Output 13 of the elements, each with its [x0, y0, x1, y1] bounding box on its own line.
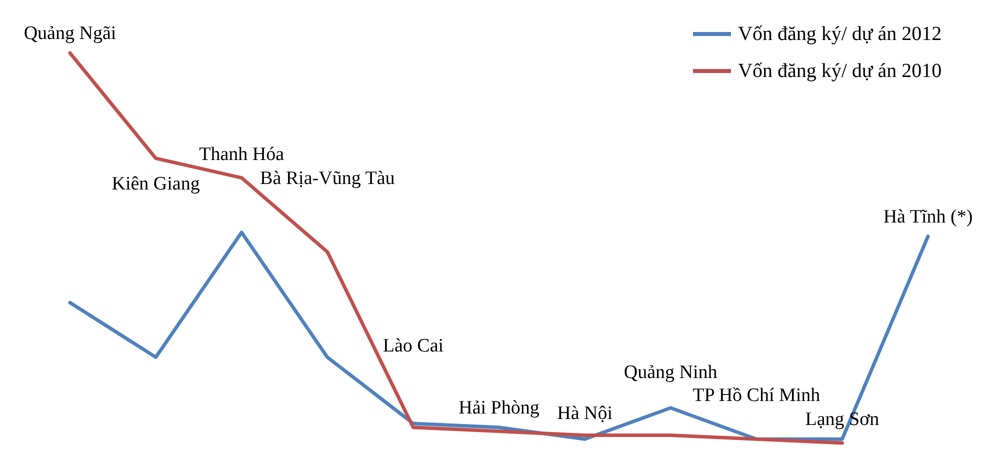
x-tick-label: Hà Tĩnh (*): [883, 206, 973, 228]
x-tick-label: Quảng Ninh: [624, 362, 718, 383]
x-tick-label: Hải Phòng: [458, 397, 540, 418]
x-tick-label: Thanh Hóa: [199, 144, 285, 165]
x-tick-label: Quảng Ngãi: [24, 23, 116, 44]
x-tick-label: Lạng Sơn: [805, 409, 880, 430]
x-tick-label: Lào Cai: [382, 336, 444, 356]
x-tick-label: Kiên Giang: [112, 173, 200, 194]
x-tick-label: Bà Rịa-Vũng Tàu: [260, 168, 396, 189]
legend-label: Vốn đăng ký/ dự án 2012: [738, 23, 942, 45]
x-tick-label: Hà Nội: [557, 403, 613, 424]
legend-label: Vốn đăng ký/ dự án 2010: [738, 60, 942, 82]
x-tick-label: TP Hồ Chí Minh: [692, 385, 821, 406]
